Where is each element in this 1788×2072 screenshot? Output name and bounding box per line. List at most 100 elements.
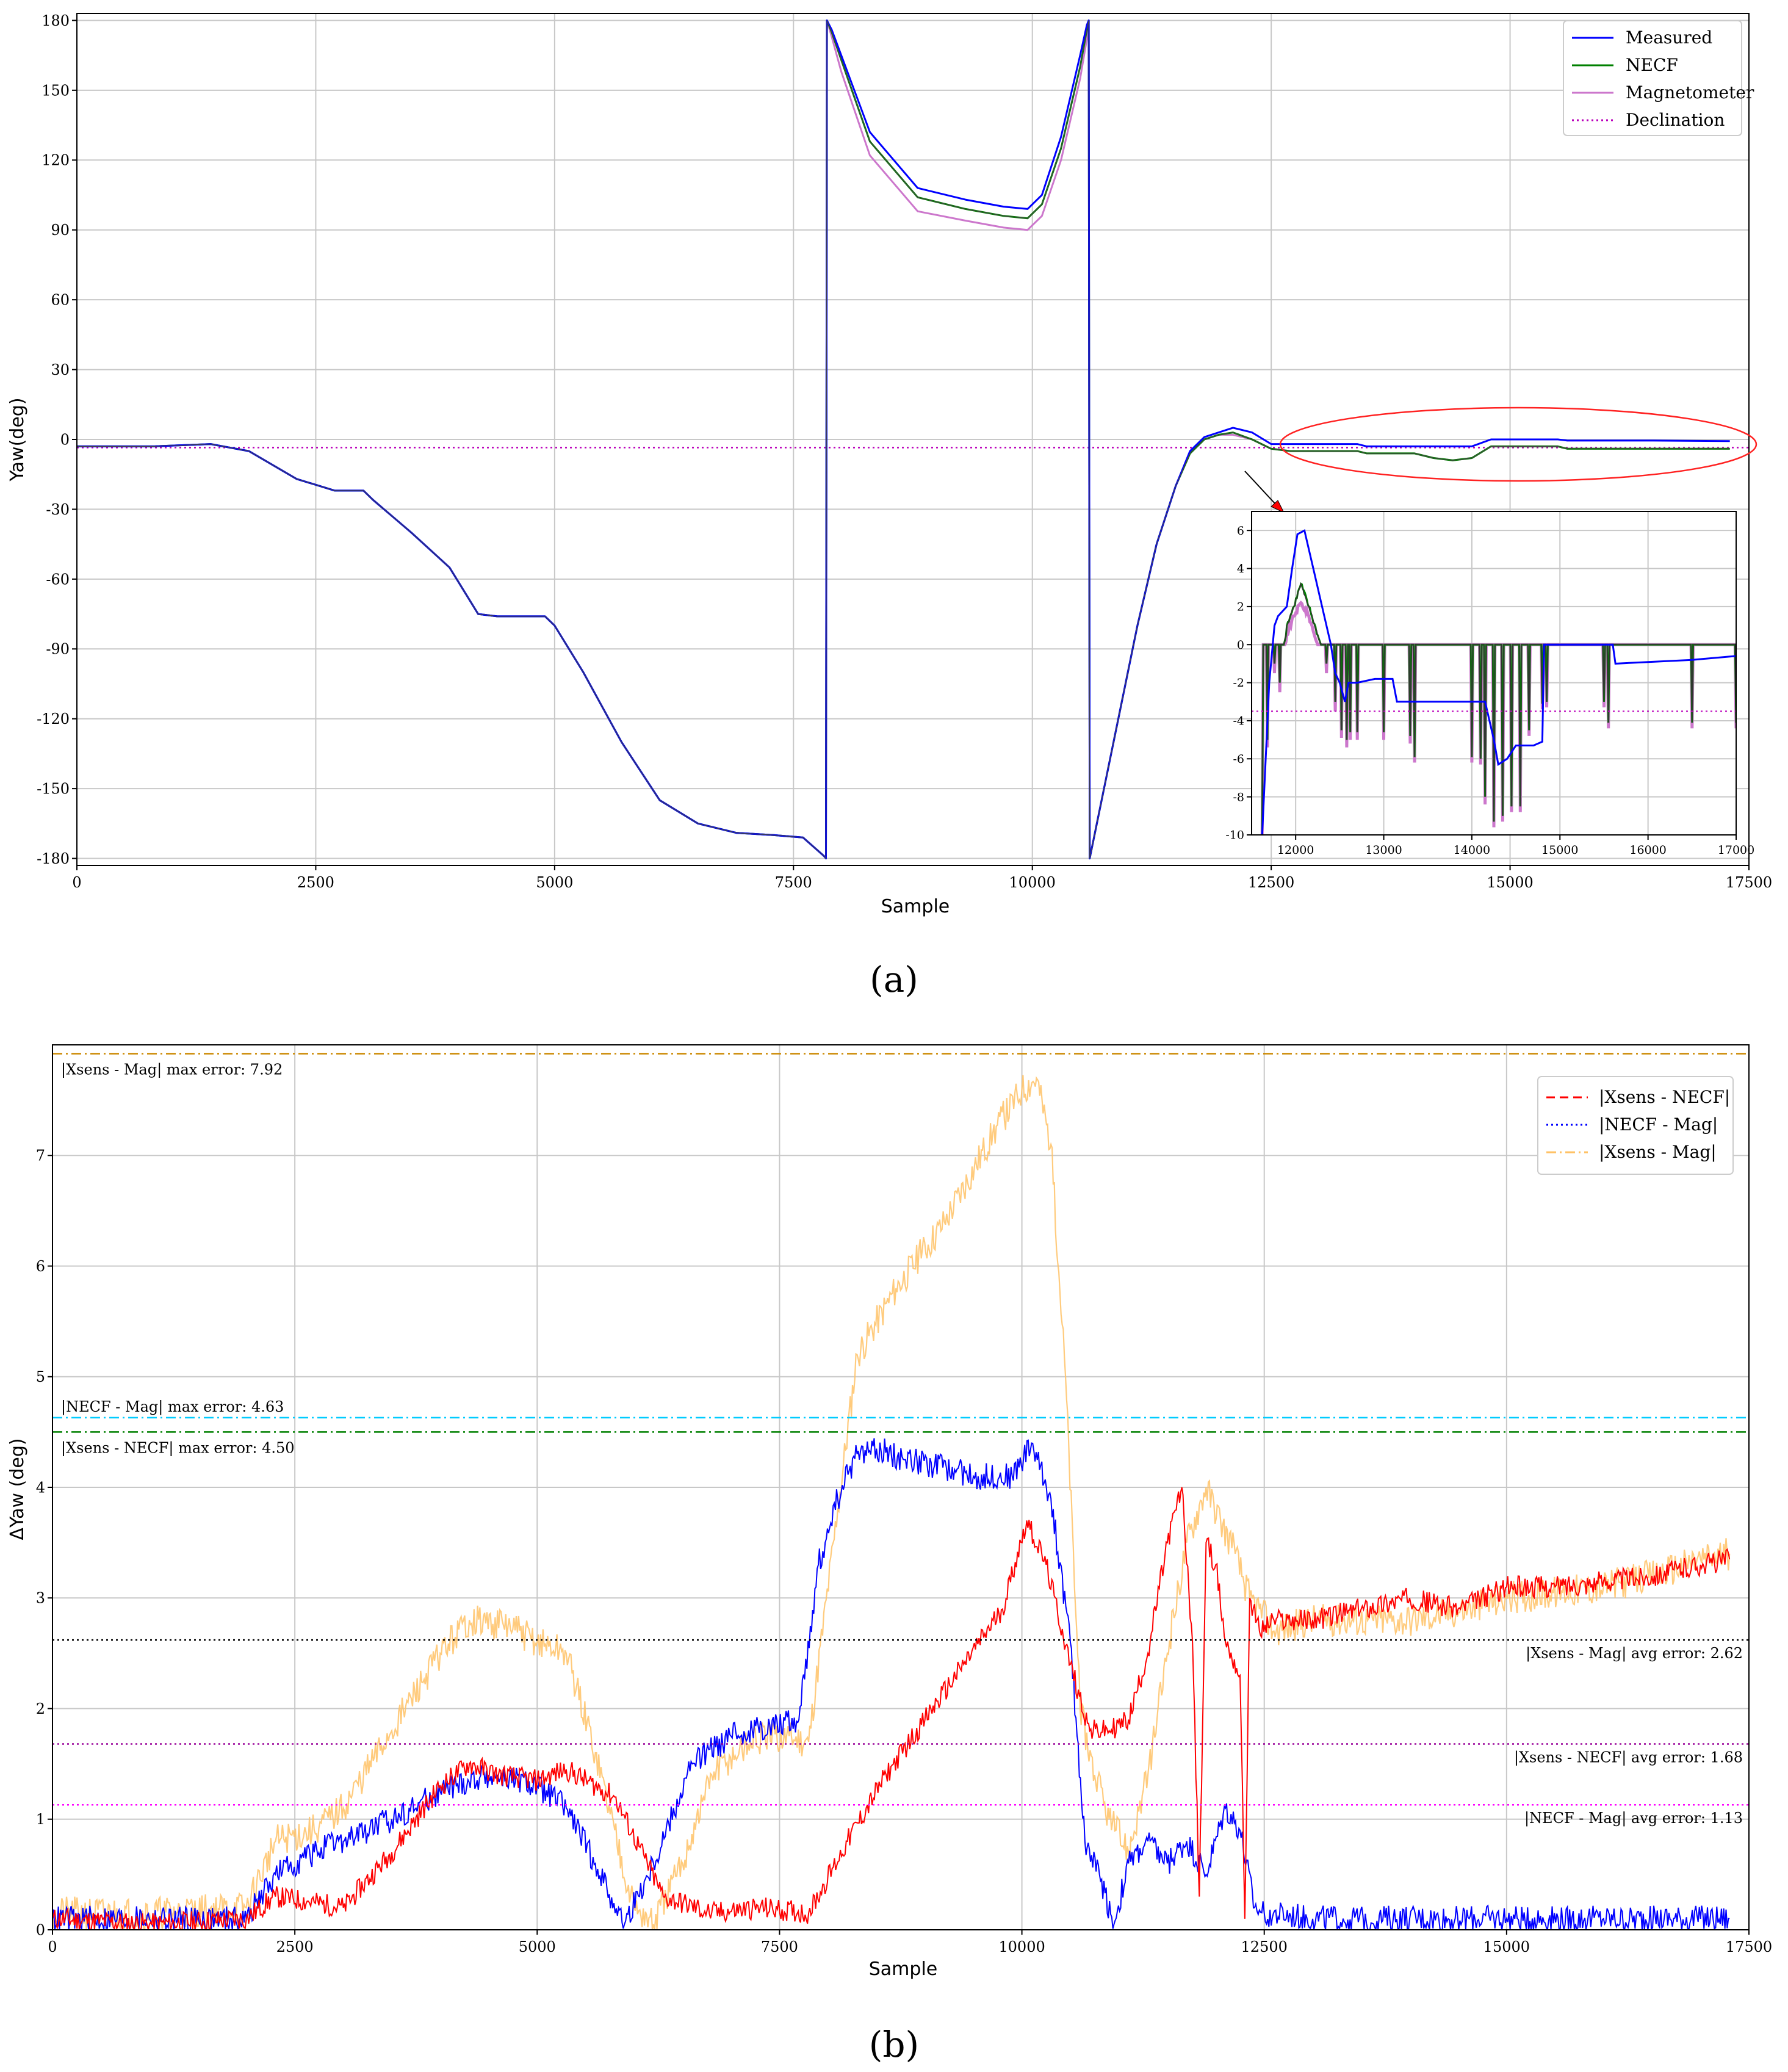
chart-a-x-tick-label: 10000 [1009, 874, 1056, 891]
reference-label: |NECF - Mag| avg error: 1.13 [1524, 1810, 1743, 1827]
inset-x-tick-label: 14000 [1454, 843, 1490, 857]
inset-line-measured [1261, 529, 1736, 835]
inset-y-tick-label: 6 [1237, 524, 1244, 538]
chart-b-y-tick-label: 2 [36, 1700, 45, 1717]
chart-b-x-ticks: 0 2500 5000 7500 10000 12500 15000 17500 [48, 1930, 1772, 1955]
chart-yaw: 0 2500 5000 7500 10000 12500 15000 17500 -180-1… [0, 0, 1788, 952]
chart-b-x-tick-label: 17500 [1726, 1938, 1772, 1955]
zoom-highlight-ellipse [1279, 406, 1757, 482]
series-line-xsens-mag [52, 1075, 1731, 1930]
inset-zoom-chart: 12000 13000 14000 15000 16000 17000 -10 -8 -6 -4… [1225, 511, 1754, 857]
chart-b-y-tick-label: 1 [36, 1811, 45, 1828]
inset-grid [1252, 511, 1736, 835]
chart-b-y-tick-label: 4 [36, 1479, 45, 1496]
chart-b-y-tick-label: 0 [36, 1921, 45, 1938]
inset-x-tick-label: 15000 [1541, 843, 1578, 857]
reference-label: |Xsens - NECF| avg error: 1.68 [1514, 1749, 1743, 1767]
reference-label: |Xsens - Mag| max error: 7.92 [61, 1061, 283, 1079]
chart-a-x-tick-label: 17500 [1726, 874, 1772, 891]
inset-y-tick-label: -6 [1233, 753, 1244, 766]
chart-a-x-axis-label: Sample [881, 896, 950, 917]
inset-y-tick-label: 2 [1237, 601, 1244, 614]
inset-y-tick-label: -4 [1233, 715, 1244, 728]
inset-x-tick-label: 16000 [1629, 843, 1666, 857]
chart-a-x-tick-label: 5000 [536, 874, 573, 891]
chart-b-x-tick-label: 15000 [1483, 1938, 1530, 1955]
chart-b-x-tick-label: 12500 [1241, 1938, 1288, 1955]
panel-label-b: (b) [869, 2024, 919, 2065]
chart-b-series [52, 1075, 1731, 1930]
legend-a-label: Declination [1626, 110, 1725, 130]
chart-b-reference-labels: |Xsens - Mag| max error: 7.92 |NECF - Mag… [61, 1061, 1743, 1828]
chart-a-y-tick-label: -60 [46, 571, 70, 588]
inset-frame [1251, 511, 1737, 836]
chart-a-series [77, 19, 1730, 860]
legend-a-label: NECF [1626, 55, 1678, 75]
series-line-xsens-necf [52, 1487, 1731, 1930]
inset-x-tick-label: 13000 [1365, 843, 1402, 857]
chart-a-y-tick-label: -180 [37, 850, 70, 867]
chart-a-legend: Measured NECF Magnetometer Declination [1563, 20, 1754, 136]
chart-a-y-tick-label: -30 [46, 501, 70, 518]
chart-b-x-axis-label: Sample [869, 1958, 938, 1980]
inset-y-tick-label: -8 [1233, 790, 1244, 804]
inset-x-tick-label: 12000 [1277, 843, 1314, 857]
zoom-arrow [1244, 471, 1277, 506]
legend-b-label: |Xsens - NECF| [1599, 1087, 1730, 1107]
chart-b-y-tick-label: 6 [36, 1258, 45, 1275]
chart-a-x-tick-label: 7500 [775, 874, 812, 891]
chart-b-y-tick-label: 5 [36, 1368, 45, 1385]
inset-y-tick-label: -2 [1233, 676, 1244, 690]
inset-x-tick-label: 17000 [1718, 843, 1754, 857]
series-line-necf-mag [52, 1438, 1730, 1930]
chart-b-grid [52, 1045, 1749, 1930]
chart-b-legend-box [1537, 1076, 1734, 1175]
chart-a-y-tick-label: 120 [41, 152, 70, 169]
chart-a-y-ticks: -180 -150 -120 -90 -60 -30 0 30 60 90 120 150 180 [37, 12, 77, 867]
chart-a-y-tick-label: -90 [46, 641, 70, 658]
legend-b-label: |Xsens - Mag| [1599, 1142, 1717, 1162]
legend-a-label: Measured [1626, 27, 1712, 48]
chart-b-reference-lines [52, 1053, 1749, 1806]
chart-a-y-tick-label: -120 [37, 710, 70, 727]
chart-a-y-tick-label: 0 [60, 431, 70, 448]
reference-label: |Xsens - Mag| avg error: 2.62 [1526, 1645, 1743, 1662]
chart-a-y-tick-label: -150 [37, 781, 70, 798]
inset-y-tick-label: 4 [1237, 562, 1244, 576]
chart-a-x-tick-label: 15000 [1487, 874, 1533, 891]
chart-b-x-tick-label: 5000 [519, 1938, 556, 1955]
chart-b-x-tick-label: 0 [48, 1938, 57, 1955]
chart-a-y-tick-label: 150 [41, 82, 70, 99]
chart-b-legend: |Xsens - NECF| |NECF - Mag| |Xsens - Mag| [1537, 1076, 1734, 1175]
chart-a-x-tick-label: 0 [72, 874, 81, 891]
inset-y-tick-label: 0 [1237, 638, 1244, 652]
legend-b-label: |NECF - Mag| [1599, 1114, 1718, 1135]
chart-b-x-tick-label: 10000 [998, 1938, 1045, 1955]
chart-b-y-axis-label: ΔYaw (deg) [7, 1438, 28, 1540]
chart-b-y-ticks: 0 1 2 3 4 5 6 7 [36, 1147, 52, 1938]
reference-label: |Xsens - NECF| max error: 4.50 [61, 1439, 295, 1457]
inset-y-ticks: -10 -8 -6 -4 -2 0 2 4 6 [1225, 524, 1252, 842]
reference-label: |NECF - Mag| max error: 4.63 [61, 1398, 284, 1416]
inset-line-overlay [1261, 582, 1736, 835]
chart-a-y-tick-label: 90 [51, 222, 70, 239]
legend-a-label: Magnetometer [1626, 82, 1754, 103]
chart-a-legend-box [1563, 20, 1742, 136]
inset-y-tick-label: -10 [1225, 829, 1244, 842]
inset-series [1252, 529, 1736, 835]
chart-b-y-tick-label: 3 [36, 1590, 45, 1607]
panel-label-a: (a) [870, 959, 918, 1000]
series-line-overlay [77, 20, 1730, 860]
chart-b-y-tick-label: 7 [36, 1147, 45, 1164]
chart-a-x-ticks: 0 2500 5000 7500 10000 12500 15000 17500 [72, 865, 1772, 891]
zoom-arrow-head [1271, 500, 1285, 514]
chart-b-x-tick-label: 7500 [761, 1938, 798, 1955]
chart-delta-yaw: |Xsens - Mag| max error: 7.92 |NECF - Mag… [7, 1044, 1772, 1980]
inset-x-ticks: 12000 13000 14000 15000 16000 17000 [1277, 835, 1754, 857]
chart-a-y-tick-label: 60 [51, 292, 70, 309]
chart-a-x-tick-label: 12500 [1248, 874, 1294, 891]
chart-a-y-tick-label: 180 [41, 12, 70, 29]
chart-a-x-tick-label: 2500 [297, 874, 334, 891]
chart-a-y-axis-label: Yaw(deg) [7, 397, 28, 482]
